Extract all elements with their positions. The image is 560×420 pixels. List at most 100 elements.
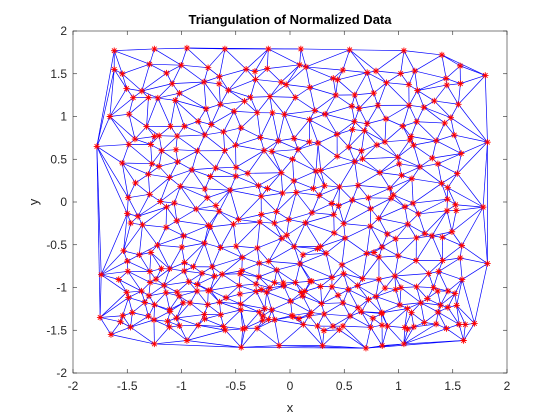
triangulation-edge — [434, 100, 452, 118]
triangulation-edge — [361, 144, 377, 152]
triangulation-edge — [250, 79, 256, 98]
triangulation-edge — [138, 224, 143, 255]
data-point — [188, 166, 196, 173]
data-point — [293, 189, 300, 196]
data-point — [143, 123, 150, 130]
triangulation-edge — [268, 238, 283, 262]
triangulation-edge — [294, 97, 316, 111]
triangulation-edge — [400, 50, 405, 74]
triangulation-edge — [154, 47, 187, 50]
x-tick-label: 0 — [287, 379, 294, 393]
triangulation-edge — [235, 150, 265, 168]
triangulation-edge — [261, 211, 277, 215]
triangulation-edge — [305, 222, 335, 234]
data-point — [317, 167, 324, 174]
data-point — [181, 267, 188, 275]
data-point — [239, 325, 246, 333]
triangulation-edge — [440, 290, 449, 306]
triangulation-edge — [180, 169, 193, 187]
triangulation-edge — [204, 188, 231, 191]
triangulation-edge — [281, 237, 295, 247]
data-point — [384, 230, 391, 238]
triangulation-edge — [337, 289, 349, 296]
triangulation-edge — [197, 150, 216, 169]
data-point — [306, 278, 314, 285]
triangulation-edge — [166, 64, 182, 74]
triangulation-edge — [379, 172, 391, 189]
triangulation-edge — [239, 273, 259, 278]
triangulation-edge — [417, 90, 425, 108]
data-point — [454, 170, 461, 177]
triangulation-edge — [177, 150, 198, 163]
data-point — [174, 158, 181, 166]
triangulation-edge — [271, 151, 282, 173]
data-point — [278, 169, 285, 176]
data-point — [253, 288, 260, 295]
data-point — [265, 316, 272, 323]
triangulation-edge — [293, 138, 299, 150]
triangulation-edge — [378, 246, 383, 258]
data-point — [437, 301, 444, 309]
data-point — [300, 321, 307, 328]
triangulation-edge — [354, 150, 362, 162]
triangulation-edge — [314, 94, 337, 111]
triangulation-edge — [461, 141, 488, 154]
triangulation-edge — [121, 162, 129, 198]
data-point — [339, 322, 347, 330]
triangulation-edge — [141, 72, 167, 92]
data-point — [221, 147, 228, 154]
triangulation-edge — [110, 334, 155, 345]
x-tick-label: -2 — [68, 379, 79, 393]
triangulation-edge — [157, 92, 180, 99]
triangulation-edge — [386, 82, 410, 106]
triangulation-edge — [245, 48, 269, 70]
data-point — [237, 300, 244, 308]
data-point — [157, 198, 164, 205]
triangulation-edge — [397, 144, 414, 158]
data-point — [279, 189, 286, 197]
triangulation-edge — [141, 64, 150, 92]
triangulation-edge — [179, 92, 207, 110]
triangulation-edge — [114, 48, 155, 52]
triangulation-edge — [191, 167, 216, 171]
triangulation-edge — [284, 110, 315, 115]
triangulation-edge — [410, 121, 418, 137]
triangulation-edge — [255, 79, 271, 97]
triangulation-edge — [362, 144, 378, 160]
data-point — [123, 289, 130, 296]
triangulation-edge — [456, 206, 484, 211]
data-point — [278, 235, 286, 242]
data-point — [232, 164, 240, 171]
data-point — [424, 295, 431, 302]
triangulation-edge — [403, 328, 447, 345]
data-point — [204, 301, 211, 308]
y-tick-label: -0.5 — [46, 238, 67, 252]
data-point — [124, 210, 131, 217]
triangulation-edge — [331, 273, 344, 278]
triangulation-edge — [375, 279, 380, 297]
data-point — [177, 183, 184, 190]
triangulation-edge — [325, 237, 346, 254]
triangulation-edge — [366, 123, 386, 143]
triangulation-edge — [399, 163, 420, 168]
triangulation-edge — [348, 129, 353, 148]
data-point — [288, 312, 296, 319]
data-point — [410, 141, 417, 149]
data-point — [413, 234, 420, 242]
triangulation-edge — [458, 75, 486, 105]
data-point — [237, 344, 245, 351]
triangulation-edge — [292, 149, 299, 160]
data-point — [330, 75, 337, 82]
triangulation-edge — [395, 289, 401, 306]
triangulation-edge — [181, 64, 205, 83]
data-point — [237, 306, 245, 314]
triangulation-edge — [210, 226, 221, 248]
triangulation-edge — [403, 50, 442, 56]
triangulation-edge — [261, 192, 283, 197]
triangulation-edge — [184, 120, 199, 127]
data-point — [328, 283, 336, 290]
data-point — [443, 81, 451, 89]
triangulation-edge — [260, 137, 265, 151]
triangulation-edge — [441, 54, 461, 67]
data-point — [253, 325, 261, 332]
